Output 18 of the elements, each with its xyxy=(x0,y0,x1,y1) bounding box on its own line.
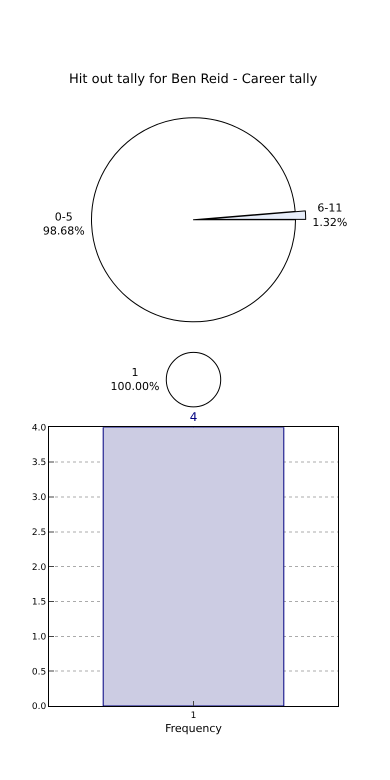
data-label: 4 xyxy=(190,410,198,424)
y-tick-label: 2.0 xyxy=(32,562,46,573)
slice-label: 6-11 xyxy=(317,201,342,214)
y-tick-label: 3.5 xyxy=(32,458,46,468)
x-axis-title: Frequency xyxy=(165,722,222,735)
y-tick-label: 0.5 xyxy=(32,667,46,678)
slice-label: 0-5 xyxy=(54,210,73,224)
y-tick-label: 1.0 xyxy=(32,632,46,642)
y-tick-label: 3.0 xyxy=(32,493,46,504)
y-tick-label: 4.0 xyxy=(32,423,46,434)
data-label: 100.00% xyxy=(110,380,160,394)
y-tick-label: 1.5 xyxy=(32,598,46,608)
chart-title: Hit out tally for Ben Reid - Career tally xyxy=(69,72,318,87)
y-tick-label: 2.5 xyxy=(32,528,46,538)
data-label: 1.32% xyxy=(312,216,348,229)
data-label: 98.68% xyxy=(42,224,85,238)
y-tick-label: 0.0 xyxy=(32,702,46,712)
slice-label: 1 xyxy=(132,366,138,379)
